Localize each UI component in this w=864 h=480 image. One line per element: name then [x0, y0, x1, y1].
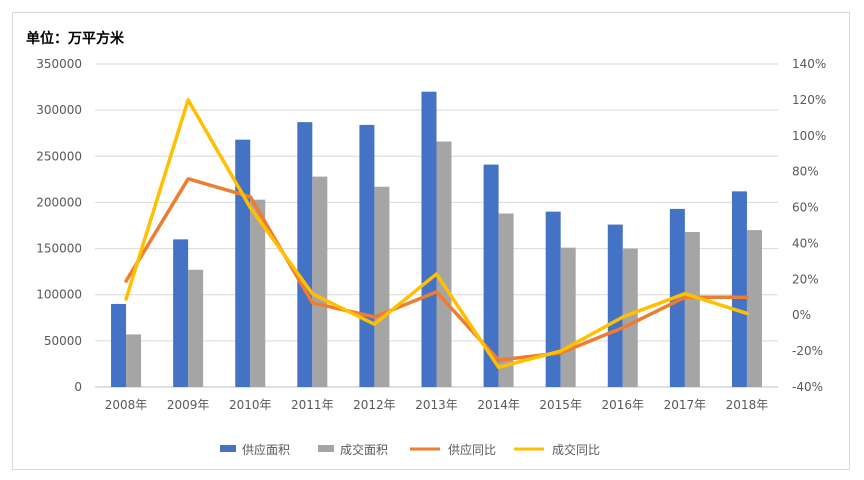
bar-deal-area [126, 334, 142, 387]
y-tick-label: 150000 [36, 242, 82, 256]
y2-tick-label: 100% [792, 129, 826, 143]
bar-deal-area [622, 248, 638, 387]
unit-label: 单位：万平方米 [26, 31, 124, 47]
bar-supply-area [173, 239, 189, 387]
y2-tick-label: -20% [792, 344, 823, 358]
x-tick-label: 2008年 [105, 398, 148, 412]
y2-tick-label: 140% [792, 57, 826, 71]
y-tick-label: 250000 [36, 149, 82, 163]
y-tick-label: 200000 [36, 195, 82, 209]
bar-deal-area [250, 199, 266, 387]
y-tick-label: 350000 [36, 57, 82, 71]
legend-label: 供应面积 [242, 442, 290, 457]
y-tick-label: 300000 [36, 103, 82, 117]
bar-supply-area [545, 211, 561, 387]
legend-label: 供应同比 [448, 442, 496, 457]
line-supply-yoy [124, 177, 749, 362]
bar-supply-area [421, 91, 437, 387]
x-tick-label: 2018年 [726, 398, 769, 412]
x-tick-label: 2013年 [415, 398, 458, 412]
legend-label: 成交同比 [552, 442, 600, 457]
y-tick-label: 50000 [44, 334, 82, 348]
bar-deal-area [746, 230, 762, 387]
x-tick-label: 2016年 [601, 398, 644, 412]
bar-deal-area [374, 186, 390, 387]
y-tick-label: 100000 [36, 288, 82, 302]
bar-deal-area [684, 231, 700, 387]
y2-tick-label: 0% [792, 308, 811, 322]
line-deal-yoy [124, 98, 749, 370]
legend-label: 成交面积 [340, 442, 388, 457]
bar-deal-area [560, 247, 576, 387]
legend-swatch [220, 445, 236, 452]
bar-deal-area [188, 269, 204, 387]
bar-supply-area [297, 122, 313, 387]
bar-deal-area [436, 141, 452, 387]
bar-deal-area [498, 213, 514, 387]
y2-tick-label: 80% [792, 165, 819, 179]
bar-supply-area [111, 303, 127, 387]
y2-tick-label: -40% [792, 380, 823, 394]
legend-swatch [318, 445, 334, 452]
bar-supply-area [235, 139, 251, 387]
bar-supply-area [359, 124, 375, 387]
bar-supply-area [483, 164, 499, 387]
bar-deal-area [312, 176, 328, 387]
x-tick-label: 2009年 [167, 398, 210, 412]
x-tick-label: 2015年 [539, 398, 582, 412]
bar-supply-area [731, 191, 747, 387]
x-tick-label: 2010年 [229, 398, 272, 412]
bar-supply-area [607, 224, 623, 387]
x-tick-label: 2011年 [291, 398, 334, 412]
y2-tick-label: 20% [792, 272, 819, 286]
x-tick-label: 2017年 [664, 398, 707, 412]
x-tick-label: 2014年 [477, 398, 520, 412]
x-tick-label: 2012年 [353, 398, 396, 412]
y2-tick-label: 60% [792, 201, 819, 215]
y2-tick-label: 40% [792, 236, 819, 250]
y2-tick-label: 120% [792, 93, 826, 107]
y-tick-label: 0 [74, 380, 82, 394]
